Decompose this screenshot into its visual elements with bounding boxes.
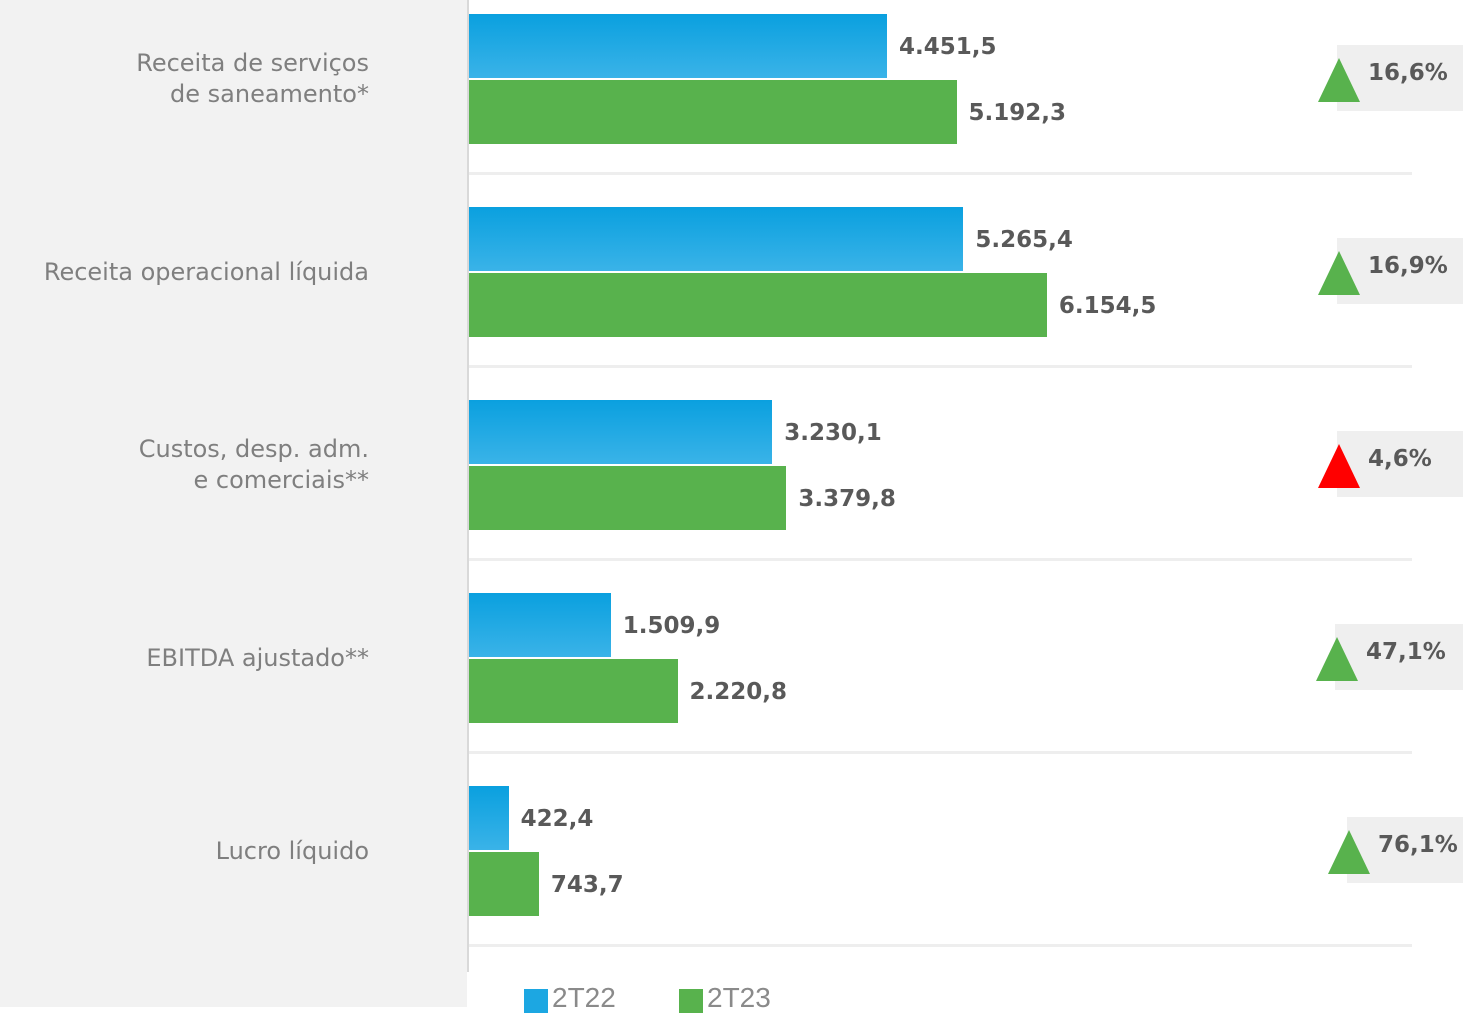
change-percent-receita-de-servicos: 16,6% xyxy=(1368,60,1448,86)
data-label-2t22-custos-desp-adm: 3.230,1 xyxy=(784,420,882,446)
data-label-2t23-ebitda-ajustado: 2.220,8 xyxy=(689,679,788,705)
data-label-2t23-custos-desp-adm: 3.379,8 xyxy=(798,486,896,512)
group-separator xyxy=(469,365,1412,368)
category-label-receita-operacional-liquida: Receita operacional líquida xyxy=(43,257,369,286)
legend-swatch-2t23 xyxy=(679,989,703,1013)
category-panel xyxy=(0,0,467,1007)
group-separator xyxy=(469,944,1412,947)
bar-2t23-receita-de-servicos xyxy=(469,80,957,144)
change-percent-ebitda-ajustado: 47,1% xyxy=(1366,639,1446,665)
legend-label-2t22: 2T22 xyxy=(552,982,616,1013)
data-label-2t22-receita-de-servicos: 4.451,5 xyxy=(898,34,997,60)
bar-2t22-ebitda-ajustado xyxy=(469,593,611,657)
bar-2t23-custos-desp-adm xyxy=(469,466,787,530)
data-label-2t23-receita-operacional-liquida: 6.154,5 xyxy=(1058,293,1157,319)
triangle-up-icon xyxy=(1328,830,1370,874)
bar-2t23-lucro-liquido xyxy=(469,852,539,916)
data-label-2t22-lucro-liquido: 422,4 xyxy=(520,806,594,832)
bar-2t22-lucro-liquido xyxy=(469,786,509,850)
triangle-up-icon xyxy=(1318,58,1360,102)
bar-2t22-receita-de-servicos xyxy=(469,14,887,78)
triangle-up-icon xyxy=(1318,444,1360,488)
change-percent-lucro-liquido: 76,1% xyxy=(1378,832,1458,858)
bar-2t22-custos-desp-adm xyxy=(469,400,773,464)
group-separator xyxy=(469,751,1412,754)
bar-2t23-ebitda-ajustado xyxy=(469,659,678,723)
triangle-up-icon xyxy=(1316,637,1358,681)
bar-2t23-receita-operacional-liquida xyxy=(469,273,1047,337)
bar-2t22-receita-operacional-liquida xyxy=(469,207,964,271)
group-separator xyxy=(469,172,1412,175)
category-label-custos-desp-adm: Custos, desp. adm. e comerciais** xyxy=(138,435,369,494)
change-percent-receita-operacional-liquida: 16,9% xyxy=(1368,253,1448,279)
category-label-receita-de-servicos: Receita de serviços de saneamento* xyxy=(136,49,369,108)
legend-swatch-2t22 xyxy=(524,989,548,1013)
group-separator xyxy=(469,558,1412,561)
category-label-ebitda-ajustado: EBITDA ajustado** xyxy=(146,643,369,672)
category-label-lucro-liquido: Lucro líquido xyxy=(215,836,369,865)
data-label-2t22-receita-operacional-liquida: 5.265,4 xyxy=(975,227,1073,253)
triangle-up-icon xyxy=(1318,251,1360,295)
data-label-2t23-lucro-liquido: 743,7 xyxy=(550,872,624,898)
data-label-2t23-receita-de-servicos: 5.192,3 xyxy=(968,100,1067,126)
change-percent-custos-desp-adm: 4,6% xyxy=(1368,446,1432,472)
legend-label-2t23: 2T23 xyxy=(707,982,771,1013)
data-label-2t22-ebitda-ajustado: 1.509,9 xyxy=(622,613,721,639)
value-axis-line xyxy=(467,0,469,972)
